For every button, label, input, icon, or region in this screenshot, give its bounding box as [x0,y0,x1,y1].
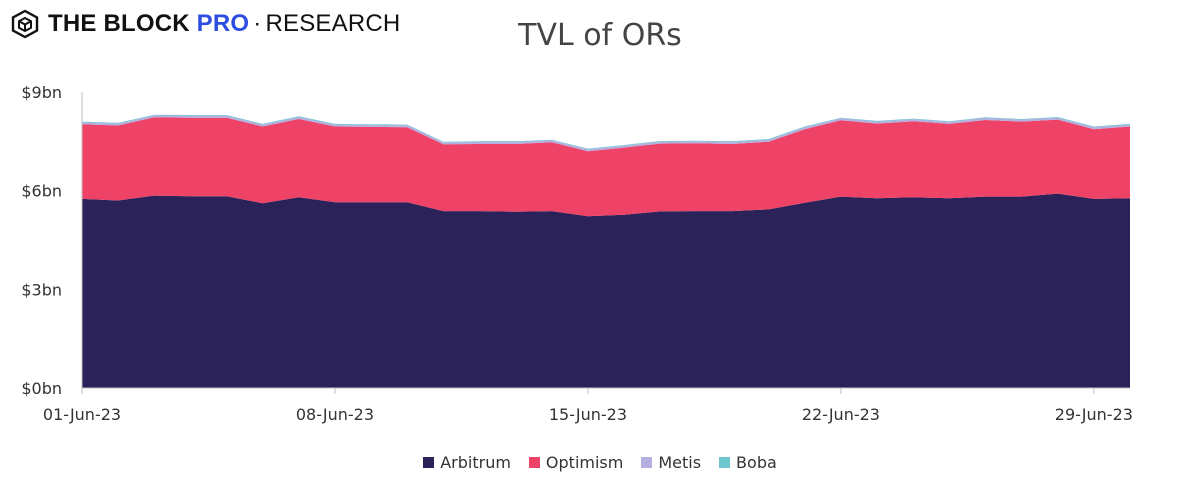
x-tick-label: 22-Jun-23 [802,405,880,424]
x-tick-label: 29-Jun-23 [1055,405,1133,424]
chart-areas [82,114,1130,388]
legend-item-optimism: Optimism [528,453,624,472]
legend-item-boba: Boba [719,453,777,472]
y-tick-label: $6bn [21,182,62,201]
brand-wordmark: THE BLOCK PRO · RESEARCH [48,10,400,38]
chart-title: TVL of ORs [518,18,682,53]
chart-axes [81,92,1130,389]
legend-label: Optimism [545,453,624,472]
area-optimism [82,117,1130,217]
brand-pro: PRO [196,10,250,37]
y-tick-label: $9bn [21,83,62,102]
legend-item-metis: Metis [641,453,701,472]
brand-name: THE BLOCK [48,10,190,37]
legend-label: Arbitrum [440,453,511,472]
legend-swatch [641,457,653,468]
hexagon-cube-icon [11,9,39,39]
legend-swatch [719,457,731,468]
legend-item-arbitrum: Arbitrum [423,453,511,472]
legend-swatch [528,457,540,468]
legend-label: Boba [736,453,777,472]
x-tick-label: 08-Jun-23 [296,405,374,424]
legend-label: Metis [658,453,702,472]
legend-swatch [423,457,435,468]
y-tick-label: $0bn [21,379,62,398]
x-tick-label: 01-Jun-23 [43,405,121,424]
x-axis-ticks: 01-Jun-23 08-Jun-23 15-Jun-23 22-Jun-23 29-J… [43,388,1133,424]
x-tick-label: 15-Jun-23 [549,405,627,424]
area-arbitrum [82,193,1130,388]
brand-logo: THE BLOCK PRO · RESEARCH [10,8,400,40]
y-tick-label: $3bn [21,280,62,299]
brand-research: RESEARCH [265,10,401,37]
chart-legend: Arbitrum Optimism Metis Boba [0,453,1200,472]
y-axis-ticks: $0bn $3bn $6bn $9bn [21,83,62,398]
brand-separator: · [253,10,262,37]
